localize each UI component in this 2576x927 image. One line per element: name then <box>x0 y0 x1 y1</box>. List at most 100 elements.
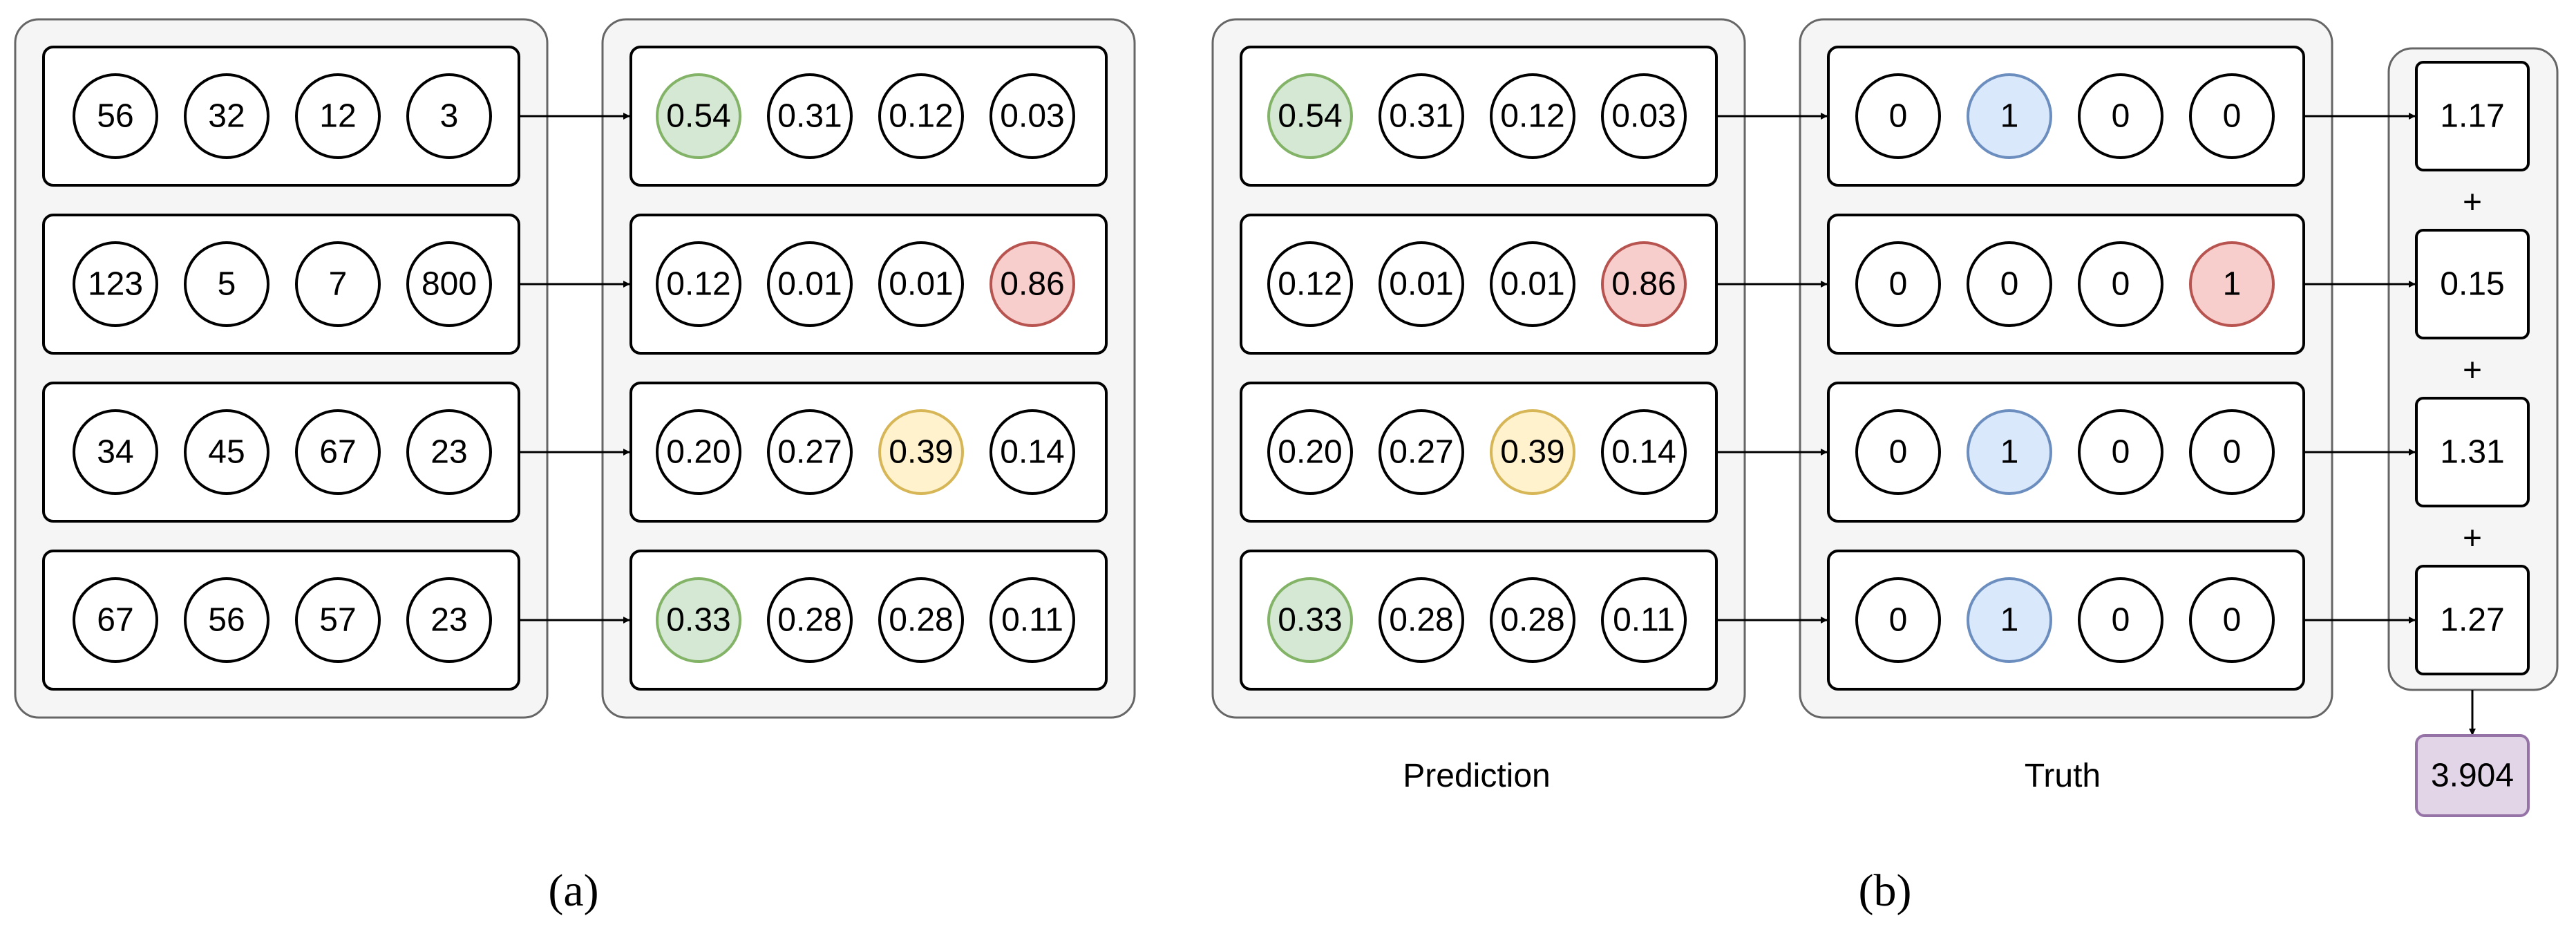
truth-value: 1 <box>2000 98 2019 135</box>
output-node <box>989 241 1075 327</box>
input-node <box>73 577 158 663</box>
prediction-node <box>1490 577 1575 663</box>
softmax-output-panel <box>601 18 1136 719</box>
prediction-value: 0.03 <box>1611 98 1676 135</box>
output-value: 0.14 <box>1000 434 1064 471</box>
prediction-node <box>1379 73 1464 159</box>
output-value: 0.03 <box>1000 98 1064 135</box>
input-value: 3 <box>440 98 459 135</box>
output-node <box>767 241 853 327</box>
input-node <box>184 577 269 663</box>
truth-value: 0 <box>2000 266 2019 303</box>
truth-value: 0 <box>2223 98 2242 135</box>
output-value: 0.20 <box>666 434 730 471</box>
prediction-value: 0.27 <box>1389 434 1453 471</box>
subfigure-b-label: (b) <box>1859 865 1912 916</box>
output-node <box>989 577 1075 663</box>
input-node <box>295 73 381 159</box>
prediction-value: 0.33 <box>1278 602 1342 639</box>
prediction-node <box>1490 241 1575 327</box>
prediction-node <box>1601 577 1687 663</box>
prediction-value: 0.14 <box>1611 434 1676 471</box>
prediction-value: 0.01 <box>1389 266 1453 303</box>
output-value: 0.01 <box>777 266 842 303</box>
truth-value: 0 <box>2112 602 2130 639</box>
truth-value: 1 <box>2000 602 2019 639</box>
output-node <box>878 577 964 663</box>
output-value: 0.54 <box>666 98 730 135</box>
output-node <box>656 73 741 159</box>
input-value: 5 <box>218 266 236 303</box>
prediction-value: 0.20 <box>1278 434 1342 471</box>
output-value: 0.33 <box>666 602 730 639</box>
plus-sign: + <box>2463 521 2482 557</box>
input-node <box>184 241 269 327</box>
truth-node <box>1855 241 1941 327</box>
truth-node <box>2078 73 2163 159</box>
input-node <box>295 241 381 327</box>
truth-value: 0 <box>1889 434 1908 471</box>
prediction-node <box>1490 73 1575 159</box>
truth-value: 0 <box>2223 434 2242 471</box>
prediction-value: 0.86 <box>1611 266 1676 303</box>
total-loss-value: 3.904 <box>2431 758 2514 794</box>
prediction-value: 0.39 <box>1500 434 1564 471</box>
truth-node <box>1967 577 2052 663</box>
input-node <box>406 577 492 663</box>
truth-value: 0 <box>2112 98 2130 135</box>
output-node <box>767 73 853 159</box>
input-value: 23 <box>430 434 467 471</box>
prediction-node <box>1267 73 1353 159</box>
loss-value: 0.15 <box>2440 266 2504 303</box>
output-row <box>629 382 1108 523</box>
input-value: 123 <box>88 266 143 303</box>
truth-node <box>2078 577 2163 663</box>
output-value: 0.28 <box>889 602 953 639</box>
output-row <box>629 550 1108 691</box>
output-value: 0.27 <box>777 434 842 471</box>
input-node <box>406 73 492 159</box>
output-node <box>878 241 964 327</box>
loss-value: 1.17 <box>2440 98 2504 135</box>
input-node <box>184 73 269 159</box>
truth-node <box>2189 577 2275 663</box>
input-value: 7 <box>329 266 348 303</box>
loss-value: 1.31 <box>2440 434 2504 471</box>
total-loss-box <box>2415 734 2530 817</box>
truth-node <box>1855 73 1941 159</box>
output-node <box>767 409 853 495</box>
output-value: 0.39 <box>889 434 953 471</box>
truth-value: 0 <box>2112 434 2130 471</box>
prediction-node <box>1379 409 1464 495</box>
output-value: 0.86 <box>1000 266 1064 303</box>
truth-panel <box>1799 18 2333 719</box>
prediction-node <box>1601 409 1687 495</box>
output-node <box>989 73 1075 159</box>
output-value: 0.31 <box>777 98 842 135</box>
output-node <box>656 409 741 495</box>
output-row <box>629 46 1108 187</box>
output-node <box>656 577 741 663</box>
truth-value: 1 <box>2000 434 2019 471</box>
truth-value: 0 <box>1889 98 1908 135</box>
output-value: 0.01 <box>889 266 953 303</box>
prediction-panel <box>1211 18 1746 719</box>
input-node <box>184 409 269 495</box>
input-value: 56 <box>208 602 245 639</box>
input-value: 34 <box>97 434 133 471</box>
truth-node <box>1967 409 2052 495</box>
prediction-label: Prediction <box>1403 758 1550 794</box>
truth-node <box>1855 577 1941 663</box>
input-value: 800 <box>422 266 477 303</box>
loss-box <box>2415 397 2530 507</box>
loss-box <box>2415 565 2530 675</box>
prediction-value: 0.12 <box>1278 266 1342 303</box>
prediction-node <box>1601 241 1687 327</box>
truth-node <box>2078 409 2163 495</box>
prediction-node <box>1601 73 1687 159</box>
prediction-value: 0.12 <box>1500 98 1564 135</box>
input-value: 67 <box>319 434 356 471</box>
truth-value: 1 <box>2223 266 2242 303</box>
output-value: 0.12 <box>889 98 953 135</box>
